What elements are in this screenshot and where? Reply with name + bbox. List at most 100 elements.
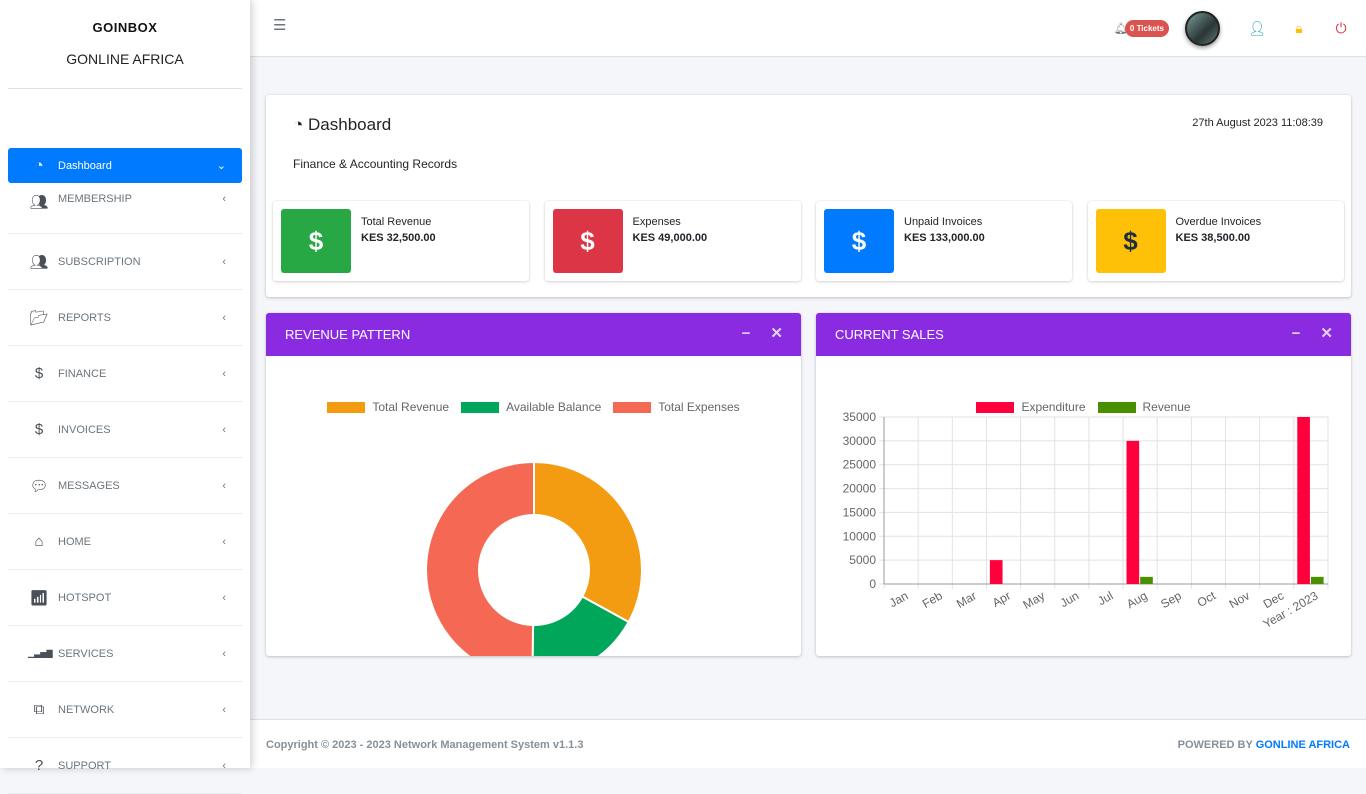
sidebar-item-membership[interactable]: 👥︎ MEMBERSHIP ‹ xyxy=(8,183,242,234)
legend-swatch xyxy=(327,401,366,413)
current-sales-panel: CURRENT SALES − ✕ Expenditure Revenue 3500… xyxy=(816,313,1351,656)
sidebar-item-label: SUBSCRIPTION xyxy=(58,255,141,268)
sidebar-item-network[interactable]: ⧉ NETWORK ‹ xyxy=(8,682,242,738)
chevron-left-icon: ‹ xyxy=(222,367,226,380)
panel-title: CURRENT SALES xyxy=(835,327,944,342)
hand-dollar-icon: $ xyxy=(281,209,351,273)
sidebar-item-reports[interactable]: 📂︎ REPORTS ‹ xyxy=(8,290,242,346)
legend-label: Revenue xyxy=(1142,400,1191,414)
close-button[interactable]: ✕ xyxy=(770,325,783,342)
stat-card: $ Unpaid Invoices KES 133,000.00 xyxy=(816,201,1072,281)
close-button[interactable]: ✕ xyxy=(1320,325,1333,342)
hand-dollar-icon: $ xyxy=(34,365,44,382)
stat-label: Overdue Invoices xyxy=(1175,216,1262,228)
stat-value: KES 38,500.00 xyxy=(1175,232,1251,244)
chevron-left-icon: ‹ xyxy=(222,703,226,716)
stat-value: KES 49,000.00 xyxy=(632,232,708,244)
bar-expenditure[interactable] xyxy=(1126,440,1140,584)
tachometer-icon: ◔ xyxy=(293,115,304,134)
bar-legend: Expenditure Revenue xyxy=(816,400,1351,414)
signal-icon: ▁▃▅▇ xyxy=(28,649,53,658)
x-tick-label: May xyxy=(1021,588,1048,611)
x-tick-label: Sep xyxy=(1158,588,1184,611)
copyright: Copyright © 2023 - 2023 Network Manageme… xyxy=(266,739,584,751)
sidebar-item-label: SUPPORT xyxy=(58,759,111,772)
sidebar-item-dashboard[interactable]: ◔ Dashboard ⌄ xyxy=(8,148,242,183)
avatar[interactable] xyxy=(1185,10,1220,46)
donut-slice[interactable] xyxy=(531,595,631,656)
y-tick-label: 15000 xyxy=(843,505,877,519)
bar-expenditure[interactable] xyxy=(989,560,1003,584)
logo: GOINBOX GONLINE AFRICA xyxy=(8,0,242,89)
x-tick-label: Mar xyxy=(954,588,979,610)
sidebar-item-invoices[interactable]: $ INVOICES ‹ xyxy=(8,402,242,458)
legend-label: Available Balance xyxy=(506,400,602,414)
x-tick-label: Aug xyxy=(1124,588,1149,611)
panel-title: REVENUE PATTERN xyxy=(285,327,411,342)
stat-label: Expenses xyxy=(632,216,681,228)
chevron-left-icon: ‹ xyxy=(222,535,226,548)
donut-chart xyxy=(425,460,643,656)
sidebar-item-label: FINANCE xyxy=(58,367,107,380)
legend-swatch xyxy=(461,401,500,413)
tachometer-icon: ◔ xyxy=(34,157,44,174)
y-tick-label: 5000 xyxy=(849,553,876,567)
chevron-left-icon: ‹ xyxy=(222,647,226,660)
company-link[interactable]: GONLINE AFRICA xyxy=(1255,739,1350,751)
bar-expenditure[interactable] xyxy=(1297,417,1310,584)
sidebar-item-label: NETWORK xyxy=(58,703,115,716)
network-icon: ⧉ xyxy=(33,701,45,718)
legend-item[interactable]: Total Revenue xyxy=(327,400,449,414)
chevron-left-icon: ‹ xyxy=(222,759,226,772)
sidebar-item-subscription[interactable]: 👥︎ SUBSCRIPTION ‹ xyxy=(8,234,242,290)
legend-item[interactable]: Expenditure xyxy=(976,400,1086,414)
chevron-left-icon: ‹ xyxy=(222,193,226,205)
hand-dollar-icon: $ xyxy=(34,421,44,438)
bar-revenue[interactable] xyxy=(1310,576,1324,584)
stat-value: KES 133,000.00 xyxy=(904,232,985,244)
bar-revenue[interactable] xyxy=(1140,576,1153,584)
datetime: 27th August 2023 11:08:39 xyxy=(1192,117,1323,129)
sidebar-item-home[interactable]: ⌂ HOME ‹ xyxy=(8,514,242,570)
sidebar-item-hotspot[interactable]: 📶︎ HOTSPOT ‹ xyxy=(8,570,242,626)
menu-toggle-icon[interactable]: ☰ xyxy=(273,17,287,34)
bell-icon[interactable]: 🔔︎ xyxy=(1113,22,1128,35)
user-settings-icon[interactable]: 👤︎ xyxy=(1248,19,1266,36)
x-tick-label: Oct xyxy=(1195,588,1219,610)
legend-label: Total Revenue xyxy=(372,400,450,414)
folder-open-icon: 📂︎ xyxy=(29,309,49,327)
donut-slice[interactable] xyxy=(533,460,643,624)
minimize-button[interactable]: − xyxy=(1291,325,1301,342)
sidebar-item-services[interactable]: ▁▃▅▇ SERVICES ‹ xyxy=(8,626,242,682)
tickets-badge[interactable]: 0 Tickets xyxy=(1124,19,1169,37)
home-icon: ⌂ xyxy=(34,533,44,550)
legend-item[interactable]: Revenue xyxy=(1097,400,1191,414)
sidebar-item-support[interactable]: ? SUPPORT ‹ xyxy=(8,738,242,794)
sidebar-item-messages[interactable]: 💬︎ MESSAGES ‹ xyxy=(8,458,242,514)
chevron-left-icon: ‹ xyxy=(222,591,226,604)
powered-by: POWERED BY xyxy=(1177,739,1253,751)
stat-value: KES 32,500.00 xyxy=(361,232,436,244)
legend-swatch xyxy=(976,401,1015,413)
hand-dollar-icon: $ xyxy=(552,209,623,273)
chevron-left-icon: ‹ xyxy=(222,311,226,324)
revenue-pattern-panel: REVENUE PATTERN − ✕ Total Revenue Availabl… xyxy=(266,313,801,656)
sidebar-item-finance[interactable]: $ FINANCE ‹ xyxy=(8,346,242,402)
sidebar-item-label: Dashboard xyxy=(58,159,112,172)
sms-icon: 💬︎ xyxy=(29,477,49,495)
sidebar: GOINBOX GONLINE AFRICA ◔ Dashboard ⌄ 👥︎ MEMB… xyxy=(0,0,250,794)
power-icon[interactable]: ⏻ xyxy=(1335,19,1347,36)
users-icon: 👥︎ xyxy=(29,194,49,211)
minimize-button[interactable]: − xyxy=(741,325,751,342)
x-tick-label: Nov xyxy=(1227,588,1252,611)
question-circle-icon: ? xyxy=(34,757,44,774)
stat-label: Total Revenue xyxy=(361,216,432,228)
donut-slice[interactable] xyxy=(425,460,535,656)
legend-item[interactable]: Total Expenses xyxy=(613,400,740,414)
legend-item[interactable]: Available Balance xyxy=(461,400,601,414)
lock-icon[interactable]: 🔒︎ xyxy=(1295,19,1303,36)
y-tick-label: 25000 xyxy=(843,458,877,472)
sidebar-item-label: MESSAGES xyxy=(58,479,120,492)
legend-label: Expenditure xyxy=(1021,400,1086,414)
sidebar-item-label: INVOICES xyxy=(58,423,111,436)
